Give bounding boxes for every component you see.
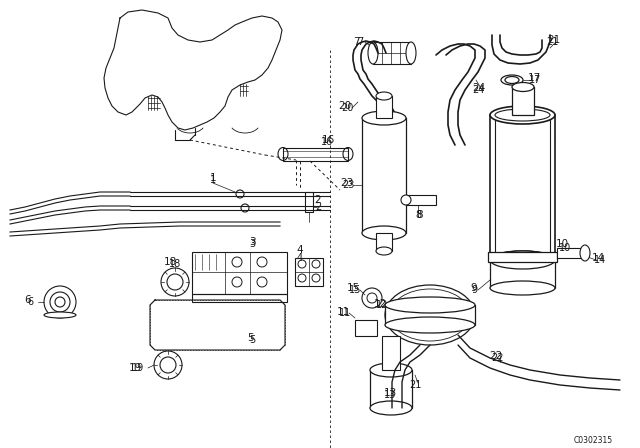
Text: 1: 1 [210,173,216,183]
Bar [295,258,323,286]
Ellipse shape [376,247,392,255]
Bar [370,370,412,408]
Text: 20: 20 [339,101,351,111]
Bar [305,192,313,212]
Text: 16: 16 [321,135,335,145]
Text: 18: 18 [169,259,181,269]
Ellipse shape [370,401,412,415]
Ellipse shape [385,297,475,313]
Text: 6: 6 [25,295,31,305]
Text: 2: 2 [315,195,321,205]
Text: 11: 11 [339,308,351,318]
Text: 22: 22 [492,353,504,363]
Bar [376,233,392,251]
Text: 21: 21 [547,35,561,45]
Text: 10: 10 [556,239,568,249]
Text: 23: 23 [340,178,354,188]
Text: 5: 5 [249,335,255,345]
Text: 17: 17 [529,75,541,85]
Text: 1: 1 [210,175,216,185]
Ellipse shape [44,312,76,318]
Text: 3: 3 [249,237,255,247]
Text: 21: 21 [546,37,558,47]
Ellipse shape [368,42,378,64]
Text: 7: 7 [353,37,359,47]
Bar [362,118,406,233]
Ellipse shape [580,245,590,261]
Text: 19: 19 [129,363,141,373]
Text: 11: 11 [337,307,349,317]
Bar [283,148,348,161]
Bar [192,252,287,294]
Ellipse shape [370,363,412,377]
Ellipse shape [401,195,411,205]
Polygon shape [104,10,282,130]
Text: 2: 2 [315,202,321,212]
Text: 15: 15 [346,283,360,293]
Text: 8: 8 [417,210,423,220]
Bar [557,248,585,258]
Ellipse shape [490,281,555,295]
Text: 9: 9 [471,285,477,295]
Text: 9: 9 [470,283,477,293]
Bar [495,120,550,255]
Ellipse shape [362,111,406,125]
Text: 3: 3 [249,239,255,249]
Text: 4: 4 [297,253,303,263]
Ellipse shape [490,251,555,269]
Text: 14: 14 [591,253,605,263]
Bar [373,42,411,64]
Bar [376,96,392,118]
Ellipse shape [376,92,392,100]
Text: 5: 5 [246,333,253,343]
Text: 6: 6 [27,297,33,307]
Text: 13: 13 [383,388,397,398]
Bar [512,87,534,115]
Ellipse shape [490,251,555,269]
Text: 12: 12 [373,299,387,309]
Bar [490,115,555,260]
Bar [355,320,377,336]
Text: 8: 8 [415,210,421,220]
Bar [192,294,287,302]
Text: 24: 24 [472,83,486,93]
Text: 7: 7 [357,37,363,47]
Text: 21: 21 [409,380,421,390]
Text: 20: 20 [341,103,353,113]
Text: 15: 15 [349,285,361,295]
Ellipse shape [512,82,534,91]
Ellipse shape [406,42,416,64]
Ellipse shape [362,226,406,240]
Ellipse shape [501,75,523,85]
Bar [406,195,436,205]
Bar [488,252,557,262]
Polygon shape [150,300,285,350]
Ellipse shape [385,285,475,345]
Text: 12: 12 [376,300,388,310]
Text: 23: 23 [342,180,354,190]
Text: 17: 17 [527,73,541,83]
Text: 14: 14 [594,255,606,265]
Bar [385,305,475,325]
Text: 13: 13 [384,390,396,400]
Text: 24: 24 [472,85,484,95]
Text: C0302315: C0302315 [574,435,613,444]
Ellipse shape [385,317,475,333]
Text: 22: 22 [490,351,502,361]
Text: 19: 19 [132,363,144,373]
Bar [490,260,555,288]
Ellipse shape [490,106,555,124]
Text: 4: 4 [297,245,303,255]
Text: 16: 16 [321,137,333,147]
Text: 18: 18 [163,257,177,267]
Text: 10: 10 [559,243,571,253]
Bar [382,336,400,370]
